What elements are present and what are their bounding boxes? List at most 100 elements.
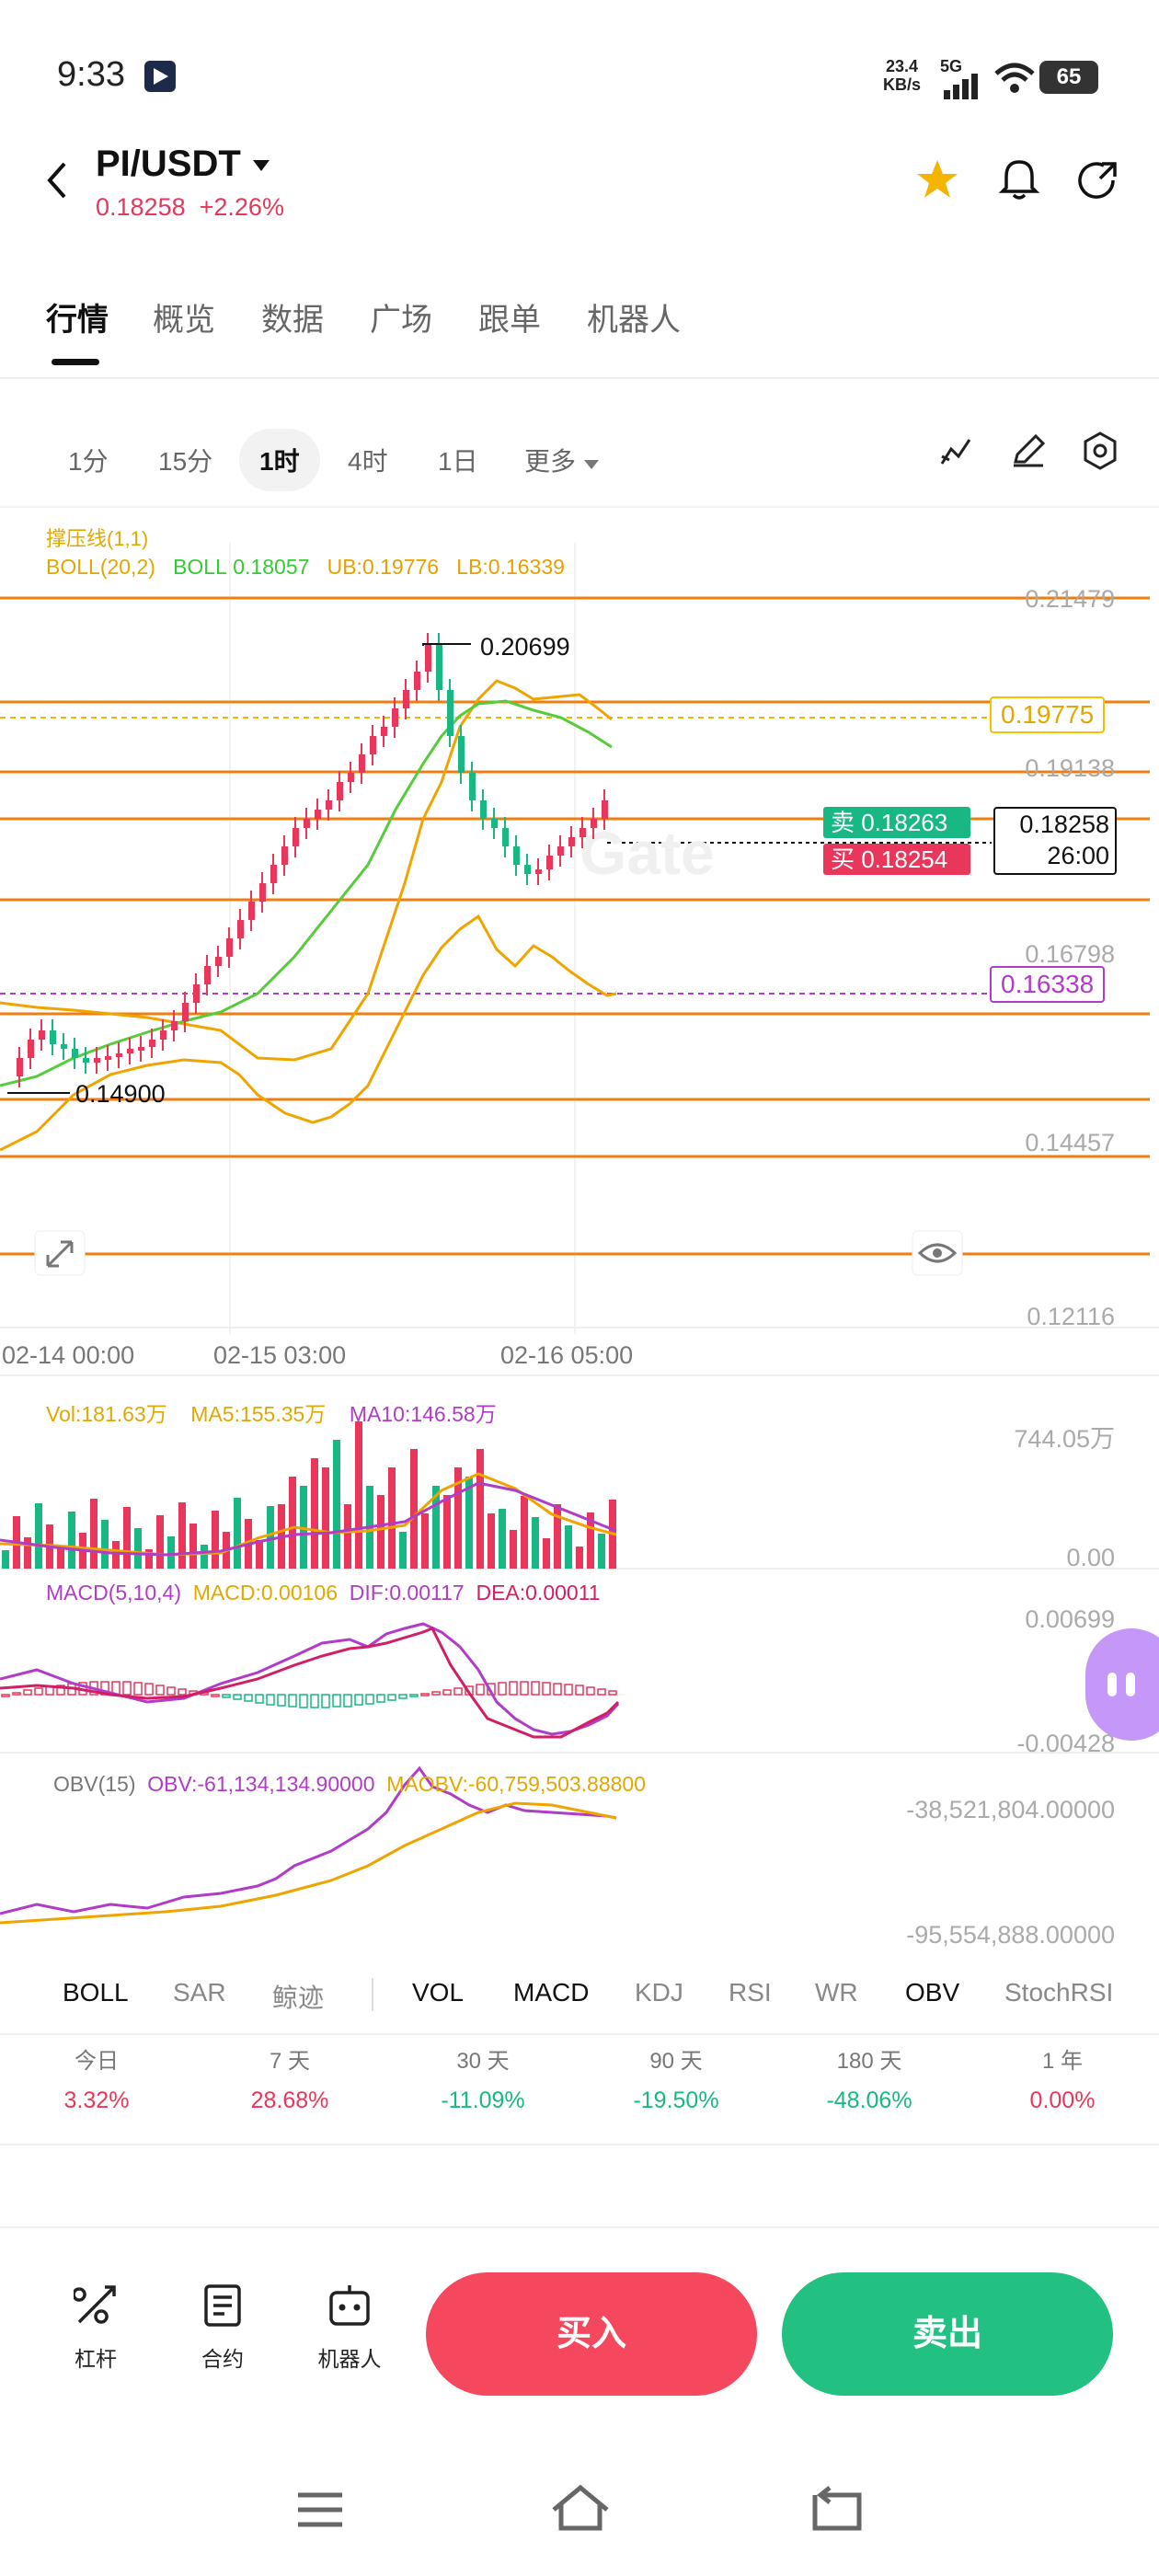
- eye-icon[interactable]: [912, 1230, 963, 1276]
- tf-1m[interactable]: 1分: [68, 447, 109, 476]
- bell-icon[interactable]: [999, 158, 1039, 201]
- tf-15m[interactable]: 15分: [158, 447, 213, 476]
- contract-button[interactable]: 合约: [177, 2283, 269, 2373]
- sell-button[interactable]: 卖出: [782, 2272, 1113, 2396]
- ind-boll[interactable]: BOLL: [63, 1978, 129, 2007]
- main-tabs: 行情 概览 数据 广场 跟单 机器人: [0, 285, 1159, 379]
- volume-bar: [377, 1495, 384, 1569]
- candle-body: [535, 869, 542, 874]
- candle-body: [591, 819, 597, 828]
- macd-bar: [608, 1690, 617, 1696]
- ind-wr[interactable]: WR: [815, 1978, 858, 2007]
- candle-body: [513, 846, 520, 865]
- ind-whale[interactable]: 鲸迹: [272, 1984, 325, 2012]
- ind-macd[interactable]: MACD: [513, 1978, 590, 2007]
- ind-kdj[interactable]: KDJ: [635, 1978, 683, 2007]
- tf-more[interactable]: 更多: [504, 429, 620, 491]
- back-nav-icon[interactable]: [809, 2486, 865, 2534]
- volume-bar: [476, 1449, 484, 1569]
- macd-bar: [211, 1694, 220, 1697]
- macd-bar: [233, 1694, 242, 1700]
- volume-bar: [145, 1549, 153, 1569]
- tab-overview[interactable]: 概览: [153, 303, 215, 338]
- candle-body: [28, 1040, 34, 1058]
- volume-bar: [90, 1499, 98, 1569]
- menu-nav-icon[interactable]: [294, 2488, 346, 2532]
- candle-body: [215, 957, 222, 966]
- candle-body: [259, 883, 266, 902]
- macd-bar: [564, 1684, 573, 1696]
- candle-body: [116, 1053, 122, 1057]
- volume-bar: [443, 1495, 451, 1569]
- draw-pen-icon[interactable]: [1010, 432, 1047, 469]
- candle-body: [568, 837, 575, 846]
- candle-body: [392, 708, 398, 727]
- macd-bar: [166, 1686, 176, 1696]
- candle-body: [105, 1056, 111, 1060]
- pair-title[interactable]: PI/USDT: [96, 144, 271, 185]
- candle-body: [193, 984, 200, 1003]
- macd-bar: [498, 1682, 507, 1696]
- vol-max-label: 744.05万: [1014, 1425, 1115, 1453]
- volume-bar: [543, 1538, 550, 1569]
- home-nav-icon[interactable]: [548, 2482, 613, 2534]
- ind-obv[interactable]: OBV: [905, 1978, 960, 2007]
- macd-bar: [387, 1694, 396, 1701]
- leverage-button[interactable]: 杠杆: [50, 2283, 142, 2373]
- settings-icon[interactable]: [1082, 431, 1119, 471]
- tf-4h[interactable]: 4时: [348, 447, 388, 476]
- ind-rsi[interactable]: RSI: [729, 1978, 772, 2007]
- volume-bar: [499, 1509, 506, 1569]
- pair-dropdown-icon[interactable]: [251, 158, 271, 173]
- current-price-box: 0.18258 26:00: [993, 807, 1117, 875]
- high-price-label: 0.20699: [480, 633, 570, 661]
- candle-body: [546, 856, 553, 869]
- ind-sar[interactable]: SAR: [173, 1978, 226, 2007]
- candle-body: [469, 773, 476, 800]
- price-level-5: 0.12116: [1027, 1303, 1115, 1330]
- volume-bar: [134, 1528, 142, 1569]
- tab-square[interactable]: 广场: [370, 303, 432, 338]
- tab-copy-trading[interactable]: 跟单: [478, 303, 541, 338]
- volume-bar: [399, 1532, 407, 1569]
- volume-bar: [322, 1467, 329, 1569]
- ind-stochrsi[interactable]: StochRSI: [1004, 1978, 1114, 2007]
- price-level-4: 0.14457: [1025, 1129, 1115, 1156]
- tf-1h[interactable]: 1时: [239, 429, 320, 491]
- macd-bar: [321, 1694, 330, 1708]
- volume-bar: [432, 1486, 440, 1569]
- indicator-icon[interactable]: [938, 432, 975, 469]
- obv-min-label: -95,554,888.00000: [906, 1921, 1115, 1949]
- tab-bots[interactable]: 机器人: [587, 303, 681, 338]
- volume-bar: [532, 1517, 539, 1569]
- price-chart[interactable]: Gate 0.20699 0.14900: [0, 506, 1159, 1960]
- macd-bar: [155, 1685, 165, 1696]
- network-type: 5G: [940, 57, 963, 75]
- macd-bar: [310, 1694, 319, 1708]
- support-resistance-legend: 撑压线(1,1): [46, 527, 149, 550]
- buy-button[interactable]: 买入: [426, 2272, 757, 2396]
- price-level-3: 0.16798: [1025, 940, 1115, 968]
- ind-vol[interactable]: VOL: [412, 1978, 465, 2007]
- battery-indicator: 65: [1039, 61, 1098, 94]
- favorite-star-icon[interactable]: [916, 158, 958, 201]
- macd-bar: [431, 1691, 441, 1696]
- candle-body: [326, 800, 332, 810]
- candle-body: [491, 819, 498, 828]
- share-icon[interactable]: [1076, 160, 1119, 201]
- tab-market[interactable]: 行情: [46, 303, 109, 338]
- candle-body: [381, 727, 387, 736]
- tf-1d[interactable]: 1日: [438, 447, 478, 476]
- expand-icon[interactable]: [34, 1230, 86, 1276]
- x-label-1: 02-14 00:00: [2, 1341, 135, 1369]
- assistant-bubble[interactable]: [1085, 1628, 1159, 1741]
- volume-bar: [311, 1458, 318, 1569]
- candle-body: [403, 690, 409, 708]
- tab-data[interactable]: 数据: [261, 303, 324, 338]
- volume-bar: [521, 1496, 528, 1569]
- macd-bar: [398, 1694, 407, 1699]
- macd-bar: [56, 1685, 65, 1696]
- perf-7d: 7 天 28.68%: [250, 2049, 329, 2113]
- bot-button[interactable]: 机器人: [304, 2283, 396, 2373]
- back-icon[interactable]: [44, 158, 72, 202]
